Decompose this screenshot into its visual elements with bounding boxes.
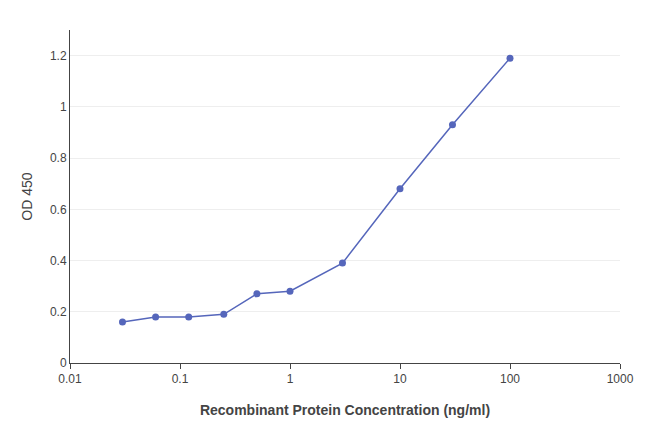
svg-text:OD 450: OD 450 <box>19 172 35 220</box>
svg-text:1: 1 <box>60 100 67 114</box>
svg-text:0: 0 <box>60 356 67 370</box>
svg-text:1.2: 1.2 <box>50 49 67 63</box>
svg-text:0.01: 0.01 <box>58 372 82 386</box>
svg-text:0.2: 0.2 <box>50 305 67 319</box>
svg-text:0.6: 0.6 <box>50 203 67 217</box>
svg-text:1000: 1000 <box>607 372 634 386</box>
svg-text:1: 1 <box>287 372 294 386</box>
svg-text:0.4: 0.4 <box>50 254 67 268</box>
svg-text:Recombinant Protein Concentrat: Recombinant Protein Concentration (ng/ml… <box>200 402 490 418</box>
svg-text:10: 10 <box>393 372 407 386</box>
svg-text:0.8: 0.8 <box>50 151 67 165</box>
svg-text:0.1: 0.1 <box>172 372 189 386</box>
svg-text:100: 100 <box>500 372 520 386</box>
